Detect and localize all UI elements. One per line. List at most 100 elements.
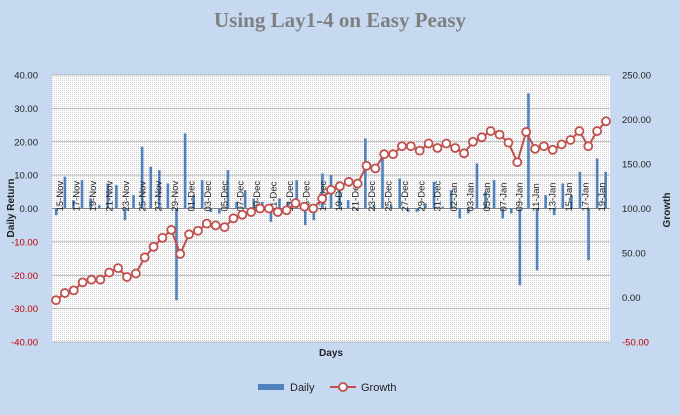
left-axis-ticks: 40.00 30.00 20.00 10.00 0.00 -10.00 -20.00 -30.…: [11, 71, 38, 349]
daily-bar: [226, 170, 230, 209]
daily-bar: [355, 208, 359, 211]
daily-bar: [286, 201, 290, 209]
growth-point: [148, 241, 159, 252]
growth-point: [326, 184, 336, 195]
daily-bar: [518, 208, 522, 286]
growth-point: [334, 181, 345, 192]
growth-point: [450, 143, 461, 153]
x-tick-label: 15-Nov: [55, 181, 66, 212]
growth-point: [503, 137, 514, 148]
daily-bar: [415, 208, 419, 212]
x-tick-label: 31-Dec: [433, 181, 444, 212]
growth-point: [539, 141, 549, 152]
growth-point: [139, 252, 150, 263]
x-tick-label: 03-Jan: [466, 182, 477, 211]
left-tick-label: -40.00: [11, 338, 38, 349]
growth-point: [423, 138, 434, 149]
growth-point: [290, 198, 301, 209]
daily-bar: [364, 138, 367, 209]
growth-point: [574, 126, 585, 136]
growth-point: [476, 132, 487, 143]
x-tick-label: 17-Nov: [72, 181, 83, 212]
x-tick-label: 19-Jan: [597, 182, 608, 211]
x-tick-labels: 15-Nov 17-Nov 19-Nov 21-Nov 23-Nov 25-Nov 27-N…: [55, 181, 608, 212]
x-tick-label: 11-Dec: [269, 181, 280, 211]
x-tick-label: 23-Dec: [367, 181, 378, 212]
left-tick-label: 10.00: [14, 171, 38, 182]
daily-bar: [458, 208, 462, 219]
growth-point: [281, 205, 292, 216]
right-tick-label: 200.00: [622, 115, 651, 126]
growth-point: [184, 229, 194, 240]
daily-bar: [209, 208, 213, 212]
left-tick-label: 30.00: [14, 104, 38, 115]
left-tick-label: 0.00: [20, 204, 39, 215]
x-tick-label: 19-Dec: [334, 181, 345, 212]
daily-bar: [192, 195, 195, 209]
x-tick-label: 03-Dec: [203, 181, 214, 212]
x-tick-label: 09-Jan: [515, 182, 526, 211]
x-tick-label: 05-Dec: [219, 181, 230, 212]
growth-point: [130, 268, 141, 279]
x-tick-label: 13-Jan: [548, 182, 559, 211]
daily-bar: [149, 166, 153, 209]
x-tick-label: 21-Nov: [104, 181, 115, 212]
growth-point: [175, 248, 186, 259]
daily-bar: [166, 183, 170, 209]
daily-bar: [278, 198, 281, 209]
growth-point: [122, 272, 132, 282]
x-tick-label: 25-Nov: [137, 181, 148, 212]
growth-point: [397, 141, 407, 152]
x-tick-label: 23-Nov: [121, 181, 132, 212]
daily-bar: [449, 190, 453, 209]
daily-bar: [372, 205, 376, 209]
growth-point: [441, 138, 452, 149]
growth-point: [521, 127, 532, 137]
growth-point: [601, 116, 611, 127]
x-tick-label: 13-Dec: [285, 181, 296, 212]
daily-bar: [441, 206, 444, 209]
daily-bar: [535, 208, 539, 271]
daily-bar: [561, 183, 565, 209]
legend-daily-swatch: [258, 384, 284, 390]
growth-point: [237, 209, 248, 220]
x-tick-label: 21-Dec: [351, 181, 362, 212]
daily-bars: [54, 93, 608, 301]
growth-line: [51, 116, 611, 306]
daily-bar: [389, 205, 393, 209]
daily-bar: [475, 163, 479, 209]
daily-bar: [303, 208, 307, 226]
left-tick-label: 40.00: [14, 71, 38, 82]
daily-bar: [140, 146, 144, 209]
daily-bar: [501, 208, 504, 219]
growth-point: [255, 203, 265, 214]
daily-bar: [406, 208, 410, 212]
x-tick-label: 29-Nov: [170, 181, 181, 212]
growth-point: [530, 143, 540, 154]
growth-point: [86, 274, 97, 285]
growth-point: [166, 224, 177, 235]
x-tick-label: 01-Dec: [187, 181, 198, 212]
daily-bar: [132, 195, 135, 209]
x-tick-label: 09-Dec: [252, 181, 263, 212]
right-tick-label: -50.00: [622, 338, 649, 349]
right-tick-label: 250.00: [622, 71, 651, 82]
growth-point: [343, 176, 354, 187]
growth-point: [264, 203, 274, 214]
growth-point: [512, 157, 523, 168]
x-tick-label: 11-Jan: [531, 183, 542, 211]
growth-point: [68, 285, 79, 296]
legend-growth-label: Growth: [361, 382, 396, 394]
daily-bar: [63, 176, 67, 209]
x-tick-label: 05-Jan: [482, 182, 493, 211]
growth-point: [405, 141, 416, 152]
growth-point: [210, 220, 221, 231]
daily-bar: [97, 205, 101, 209]
right-tick-label: 100.00: [622, 204, 651, 215]
left-tick-label: -30.00: [11, 304, 38, 315]
growth-point: [352, 178, 363, 189]
x-axis-title: Days: [319, 348, 343, 359]
growth-point: [556, 139, 567, 150]
growth-point: [317, 193, 328, 204]
